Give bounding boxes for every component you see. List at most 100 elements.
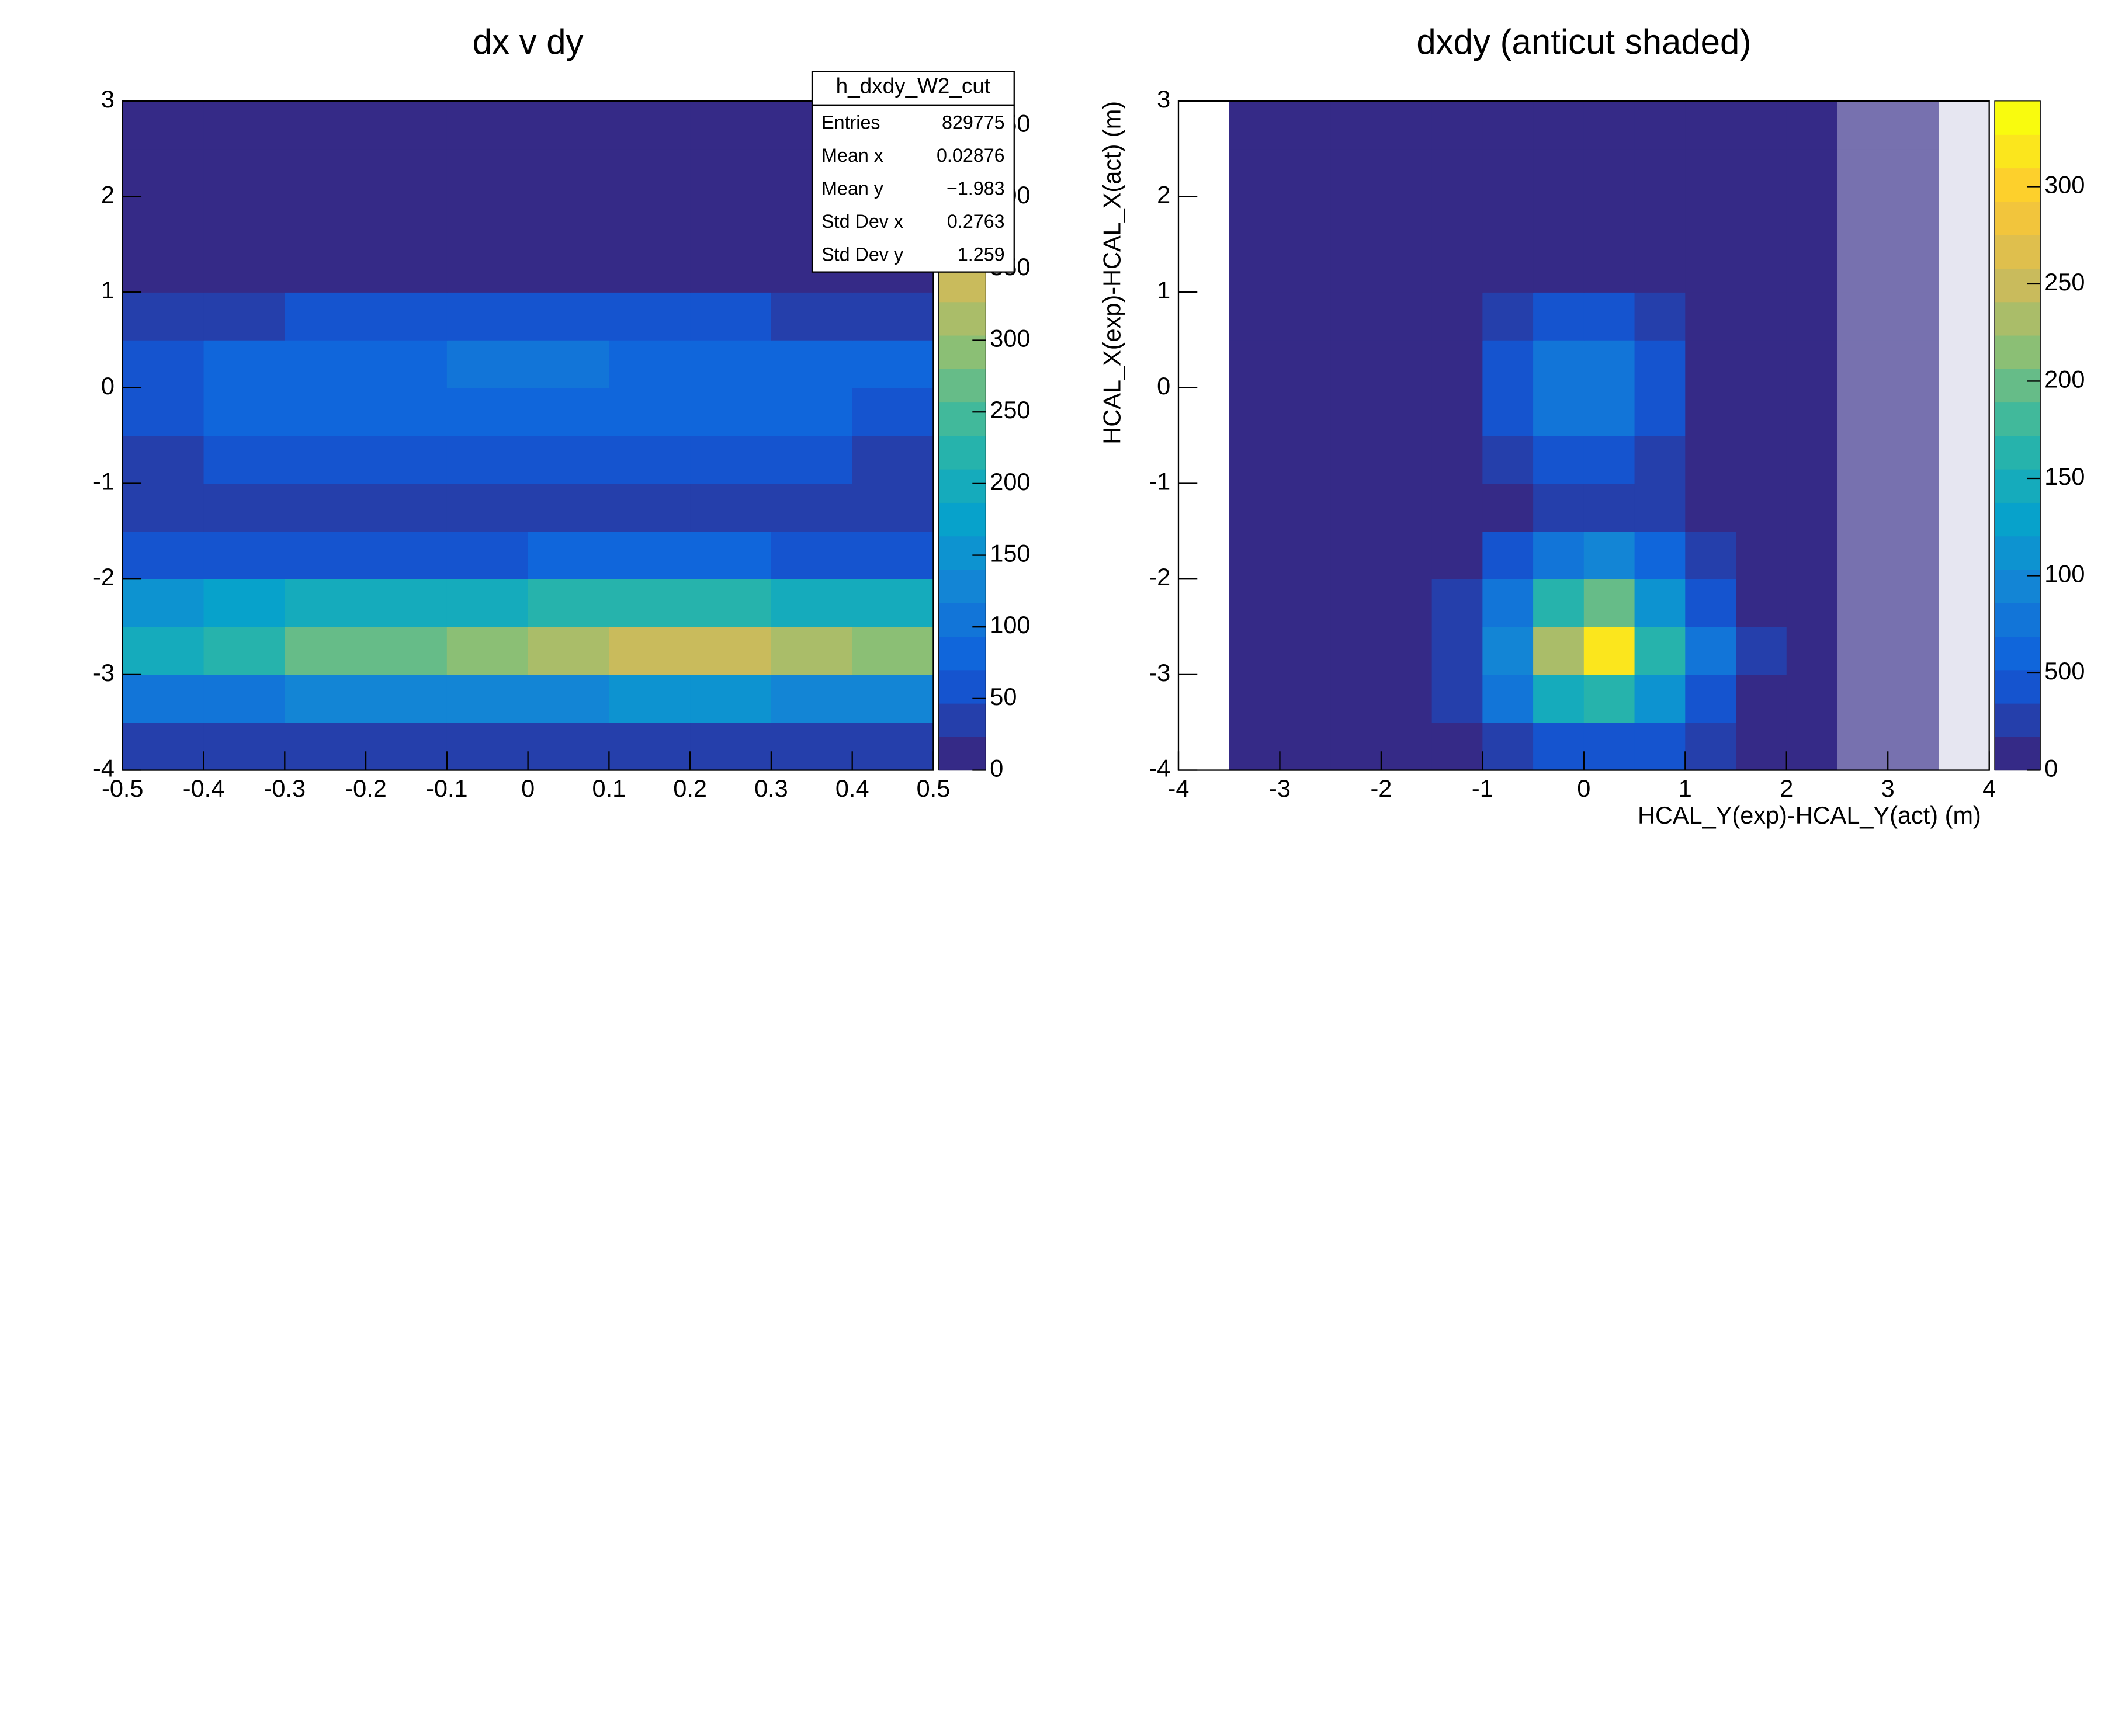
heatmap-cell: [1583, 148, 1635, 197]
stats-value: −1.983: [947, 178, 1005, 199]
heatmap-cell: [285, 196, 366, 245]
colorbar-step: [1994, 268, 2041, 303]
x-tick-label: -2: [1370, 775, 1392, 802]
y-tick-label: -3: [93, 659, 115, 686]
heatmap-cell: [1583, 292, 1635, 341]
heatmap-cell: [609, 435, 691, 484]
colorbar-step: [938, 468, 986, 503]
stats-label: Mean x: [821, 145, 883, 166]
colorbar-tick-label: 300: [2044, 171, 2085, 198]
heatmap-cell: [446, 100, 529, 150]
x-tick-label: -0.5: [102, 775, 143, 802]
chart-title: dxdy (anticut shaded): [1416, 22, 1751, 61]
heatmap-cell: [122, 100, 204, 150]
heatmap-cell: [446, 196, 529, 245]
heatmap-cell: [1736, 292, 1787, 341]
heatmap-cell: [1685, 722, 1736, 771]
heatmap-cell: [609, 292, 691, 341]
heatmap-cell: [203, 483, 285, 532]
heatmap-cell: [1280, 531, 1331, 579]
heatmap-cell: [609, 196, 691, 245]
heatmap-cell: [1736, 483, 1787, 532]
heatmap-cell: [1330, 674, 1382, 723]
heatmap-cell: [1533, 579, 1585, 627]
colorbar-step: [938, 402, 986, 436]
colorbar-tick-label: 300: [990, 325, 1030, 352]
heatmap-cell: [1178, 723, 1229, 771]
heatmap-cell: [690, 292, 772, 341]
heatmap-cell: [446, 531, 529, 579]
heatmap-cell: [609, 340, 691, 388]
heatmap-cell: [609, 674, 691, 723]
x-tick-label: 4: [1982, 775, 1996, 802]
heatmap-cell: [1634, 531, 1686, 579]
heatmap-cell: [609, 387, 691, 436]
x-tick-label: -0.4: [183, 775, 224, 802]
heatmap-cell: [1634, 627, 1686, 675]
heatmap-cell: [690, 100, 772, 150]
heatmap-cell: [1583, 722, 1635, 771]
heatmap-cell: [609, 722, 691, 771]
heatmap-cell: [771, 674, 853, 723]
heatmap-cell: [1178, 531, 1229, 579]
heatmap-cell: [1229, 340, 1281, 388]
x-axis-title: HCAL_Y(exp)-HCAL_Y(act) (m): [1638, 801, 1981, 829]
y-tick-label: -2: [1149, 563, 1170, 591]
heatmap-cell: [1736, 196, 1787, 245]
heatmap-cell: [1786, 340, 1838, 388]
heatmap-cell: [122, 387, 204, 436]
heatmap-cell: [1786, 387, 1838, 436]
heatmap-cell: [122, 722, 204, 771]
heatmap-cell: [366, 531, 448, 579]
heatmap-cell: [1229, 531, 1281, 579]
heatmap-cell: [1583, 100, 1635, 150]
heatmap-cell: [1736, 244, 1787, 293]
heatmap-cell: [1280, 148, 1331, 197]
heatmap-cell: [852, 674, 934, 723]
colorbar-step: [938, 268, 986, 303]
heatmap-cell: [1280, 196, 1331, 245]
heatmap-cell: [1229, 722, 1281, 771]
x-tick-label: -0.3: [264, 775, 306, 802]
heatmap-cell: [1533, 100, 1585, 150]
colorbar-step: [938, 301, 986, 336]
heatmap-cell: [1229, 483, 1281, 532]
stats-value: 0.02876: [937, 145, 1005, 166]
heatmap-cell: [690, 531, 772, 579]
heatmap-cell: [1280, 627, 1331, 675]
heatmap-cell: [285, 292, 366, 341]
heatmap-cell: [1786, 100, 1838, 150]
heatmap-cell: [1837, 100, 1888, 150]
heatmap-cell: [1431, 674, 1483, 723]
heatmap-cell: [1634, 674, 1686, 723]
heatmap-cell: [1685, 196, 1736, 245]
heatmap-cell: [1178, 484, 1229, 532]
heatmap-cell: [1736, 387, 1787, 436]
heatmap-cell: [690, 627, 772, 675]
heatmap-cell: [1431, 627, 1483, 675]
heatmap-cell: [1634, 148, 1686, 197]
heatmap-cell: [285, 100, 366, 150]
heatmap-cell: [366, 483, 448, 532]
heatmap-cell: [1431, 196, 1483, 245]
heatmap-cell: [1381, 387, 1433, 436]
heatmap-cell: [122, 531, 204, 579]
heatmap-cell: [1482, 100, 1534, 150]
heatmap-cell: [285, 148, 366, 197]
heatmap-cell: [771, 579, 853, 627]
heatmap-cell: [1634, 244, 1686, 293]
heatmap-cell: [1888, 674, 1939, 723]
heatmap-cell: [1280, 579, 1331, 627]
heatmap-cell: [690, 148, 772, 197]
heatmap-cell: [203, 196, 285, 245]
heatmap-cell: [446, 387, 529, 436]
heatmap-cell: [1736, 340, 1787, 388]
heatmap-cell: [1685, 435, 1736, 484]
heatmap-cell: [1685, 531, 1736, 579]
heatmap-cell: [446, 722, 529, 771]
heatmap-cell: [690, 579, 772, 627]
heatmap-cell: [1786, 196, 1838, 245]
heatmap-cell: [1482, 340, 1534, 388]
heatmap-cell: [1482, 196, 1534, 245]
heatmap-cell: [366, 674, 448, 723]
